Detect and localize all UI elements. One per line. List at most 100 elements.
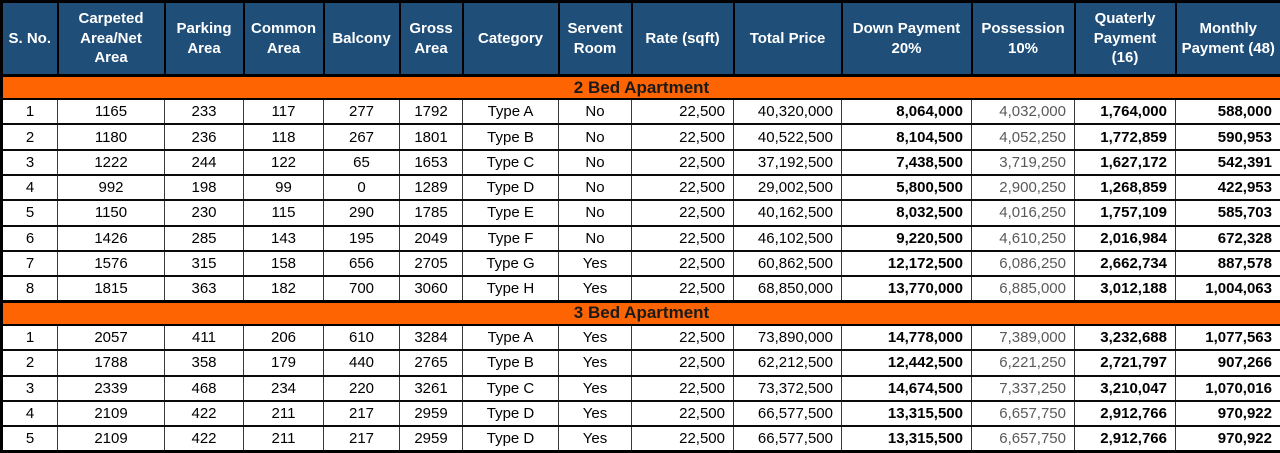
cell-common-area: 99 (243, 173, 324, 202)
cell-monthly-payment: 1,077,563 (1175, 323, 1280, 352)
cell-parking-area: 285 (164, 224, 244, 252)
cell-possession: 6,657,750 (971, 399, 1075, 428)
cell-total-price: 40,522,500 (733, 123, 842, 151)
cell-carpeted-area: 2109 (57, 425, 165, 453)
cell-monthly-payment: 672,328 (1175, 224, 1280, 252)
cell-down-payment: 5,800,500 (841, 173, 972, 202)
cell-gross-area: 3261 (399, 374, 463, 402)
cell-down-payment: 13,315,500 (841, 399, 972, 428)
cell-monthly-payment: 588,000 (1175, 98, 1280, 126)
cell-quarterly-payment: 3,232,688 (1074, 323, 1176, 352)
cell-total-price: 40,162,500 (733, 199, 842, 227)
cell-monthly-payment: 1,070,016 (1175, 374, 1280, 402)
cell-balcony: 65 (323, 148, 400, 176)
cell-balcony: 277 (323, 98, 400, 126)
cell-category: Type A (462, 323, 559, 352)
cell-servent-room: No (558, 173, 632, 202)
cell-possession: 6,885,000 (971, 275, 1075, 303)
cell-s-no: 1 (1, 98, 58, 126)
cell-monthly-payment: 585,703 (1175, 199, 1280, 227)
cell-down-payment: 8,064,000 (841, 98, 972, 126)
cell-servent-room: Yes (558, 349, 632, 377)
cell-carpeted-area: 1788 (57, 349, 165, 377)
cell-monthly-payment: 422,953 (1175, 173, 1280, 202)
cell-parking-area: 315 (164, 249, 244, 278)
header-servent-room: Servent Room (557, 0, 633, 77)
header-monthly-payment: Monthly Payment (48) (1174, 0, 1280, 77)
cell-total-price: 46,102,500 (733, 224, 842, 252)
cell-common-area: 118 (243, 123, 324, 151)
cell-rate-sqft: 22,500 (631, 349, 734, 377)
section-title: 3 Bed Apartment (1, 299, 1280, 326)
table-row: 1 2057 411 206 610 3284 Type A Yes 22,500 73,890,… (1, 323, 1280, 352)
cell-down-payment: 12,442,500 (841, 349, 972, 377)
cell-s-no: 3 (1, 148, 58, 176)
cell-category: Type D (462, 173, 559, 202)
cell-gross-area: 2765 (399, 349, 463, 377)
cell-category: Type C (462, 148, 559, 176)
cell-balcony: 0 (323, 173, 400, 202)
cell-monthly-payment: 970,922 (1175, 399, 1280, 428)
header-balcony: Balcony (322, 0, 401, 77)
cell-s-no: 4 (1, 399, 58, 428)
cell-rate-sqft: 22,500 (631, 323, 734, 352)
cell-monthly-payment: 887,578 (1175, 249, 1280, 278)
cell-possession: 6,086,250 (971, 249, 1075, 278)
table-header: S. No. Carpeted Area/Net Area Parking Ar… (0, 0, 1280, 77)
section-title: 2 Bed Apartment (1, 74, 1280, 101)
cell-possession: 4,016,250 (971, 199, 1075, 227)
cell-possession: 4,610,250 (971, 224, 1075, 252)
cell-possession: 4,052,250 (971, 123, 1075, 151)
cell-carpeted-area: 1222 (57, 148, 165, 176)
cell-s-no: 5 (1, 199, 58, 227)
cell-quarterly-payment: 3,012,188 (1074, 275, 1176, 303)
cell-carpeted-area: 2057 (57, 323, 165, 352)
cell-carpeted-area: 992 (57, 173, 165, 202)
cell-parking-area: 236 (164, 123, 244, 151)
cell-down-payment: 14,674,500 (841, 374, 972, 402)
cell-total-price: 66,577,500 (733, 399, 842, 428)
cell-down-payment: 7,438,500 (841, 148, 972, 176)
header-category: Category (461, 0, 560, 77)
table-row: 3 1222 244 122 65 1653 Type C No 22,500 37,192,50… (1, 148, 1280, 176)
cell-servent-room: No (558, 98, 632, 126)
cell-down-payment: 8,104,500 (841, 123, 972, 151)
cell-rate-sqft: 22,500 (631, 224, 734, 252)
header-carpeted-area: Carpeted Area/Net Area (56, 0, 166, 77)
cell-parking-area: 244 (164, 148, 244, 176)
cell-s-no: 1 (1, 323, 58, 352)
cell-rate-sqft: 22,500 (631, 199, 734, 227)
cell-parking-area: 422 (164, 399, 244, 428)
cell-quarterly-payment: 1,627,172 (1074, 148, 1176, 176)
cell-parking-area: 198 (164, 173, 244, 202)
cell-parking-area: 411 (164, 323, 244, 352)
cell-servent-room: No (558, 199, 632, 227)
cell-gross-area: 2705 (399, 249, 463, 278)
cell-gross-area: 1792 (399, 98, 463, 126)
cell-possession: 7,337,250 (971, 374, 1075, 402)
cell-total-price: 73,890,000 (733, 323, 842, 352)
cell-quarterly-payment: 1,268,859 (1074, 173, 1176, 202)
cell-carpeted-area: 1150 (57, 199, 165, 227)
cell-total-price: 73,372,500 (733, 374, 842, 402)
cell-monthly-payment: 1,004,063 (1175, 275, 1280, 303)
cell-gross-area: 1653 (399, 148, 463, 176)
cell-rate-sqft: 22,500 (631, 123, 734, 151)
table-row: 2 1788 358 179 440 2765 Type B Yes 22,500 62,212,… (1, 349, 1280, 377)
cell-category: Type E (462, 199, 559, 227)
cell-total-price: 29,002,500 (733, 173, 842, 202)
cell-total-price: 60,862,500 (733, 249, 842, 278)
cell-parking-area: 422 (164, 425, 244, 453)
cell-down-payment: 12,172,500 (841, 249, 972, 278)
header-row: S. No. Carpeted Area/Net Area Parking Ar… (0, 0, 1280, 77)
cell-parking-area: 363 (164, 275, 244, 303)
cell-possession: 6,221,250 (971, 349, 1075, 377)
cell-gross-area: 2049 (399, 224, 463, 252)
cell-total-price: 40,320,000 (733, 98, 842, 126)
cell-monthly-payment: 590,953 (1175, 123, 1280, 151)
table-row: 3 2339 468 234 220 3261 Type C Yes 22,500 73,372,… (1, 374, 1280, 402)
cell-rate-sqft: 22,500 (631, 425, 734, 453)
header-s-no: S. No. (0, 0, 59, 77)
